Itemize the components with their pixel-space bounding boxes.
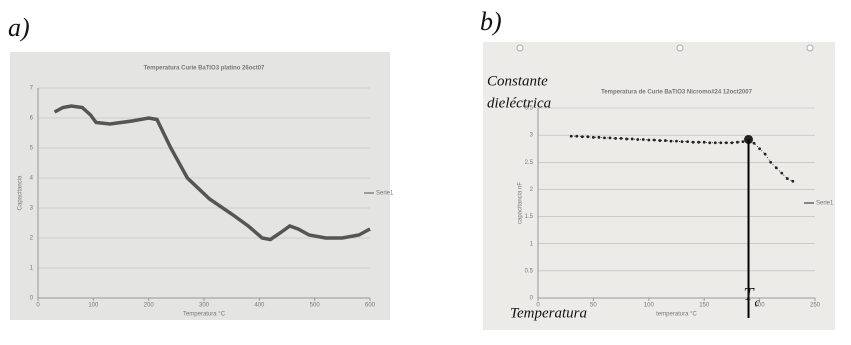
panel-label: a): [8, 13, 30, 42]
x-tick-label: 100: [88, 303, 99, 309]
point: [786, 177, 789, 180]
y-axis-label: Capacitancia: [18, 175, 24, 210]
point: [703, 141, 706, 144]
point: [598, 136, 601, 139]
point: [769, 161, 772, 164]
point: [675, 140, 678, 143]
y-axis-label: capacitancia nF: [518, 182, 524, 224]
x-tick-label: 600: [365, 303, 376, 309]
point: [653, 139, 656, 142]
punch-hole: [677, 45, 683, 51]
point: [764, 153, 767, 156]
point: [614, 137, 617, 140]
point: [714, 141, 717, 144]
x-tick-label: 150: [699, 303, 710, 309]
point: [664, 139, 667, 142]
photo-a: [10, 52, 390, 320]
point: [725, 141, 728, 144]
point: [642, 138, 645, 141]
point: [586, 135, 589, 138]
point: [780, 172, 783, 175]
point: [692, 141, 695, 144]
annotation: c: [755, 295, 761, 309]
x-axis-label: temperatura °C: [656, 312, 697, 318]
point: [670, 140, 673, 143]
y-tick-label: 0.5: [525, 268, 534, 274]
punch-hole: [517, 45, 523, 51]
x-tick-label: 300: [199, 303, 210, 309]
chart-title: Temperatura Curie BaTiO3 platino 26oct07: [144, 66, 265, 72]
figure: a) b) Temperatura Curie BaTiO3 platino 2…: [0, 0, 851, 345]
point: [658, 139, 661, 142]
x-tick-label: 500: [310, 303, 321, 309]
x-tick-label: 400: [254, 303, 265, 309]
point: [758, 147, 761, 150]
punch-hole: [807, 45, 813, 51]
x-tick-label: 200: [144, 303, 155, 309]
y-tick-label: 2.5: [525, 160, 534, 166]
point: [775, 166, 778, 169]
point: [570, 135, 573, 138]
point: [719, 141, 722, 144]
annotation: Constante: [487, 73, 548, 89]
point: [636, 138, 639, 141]
point: [592, 136, 595, 139]
point: [647, 139, 650, 142]
point: [575, 135, 578, 138]
legend-label: Serie1: [816, 201, 834, 207]
point: [681, 140, 684, 143]
point: [686, 140, 689, 143]
point: [581, 135, 584, 138]
point: [708, 141, 711, 144]
x-tick-label: 50: [590, 303, 597, 309]
x-tick-label: 100: [644, 303, 655, 309]
annotation: dieléctrica: [487, 95, 551, 111]
point: [603, 136, 606, 139]
y-tick-label: 1.5: [525, 214, 534, 220]
point: [609, 136, 612, 139]
point: [742, 140, 745, 143]
x-axis-label: Temperatura °C: [183, 312, 226, 318]
panel-label: b): [480, 7, 502, 36]
point: [625, 138, 628, 141]
point: [791, 180, 794, 183]
point: [731, 141, 734, 144]
point: [697, 141, 700, 144]
point: [620, 137, 623, 140]
annotation: Temperatura: [510, 305, 587, 321]
point: [753, 142, 756, 145]
point: [736, 141, 739, 144]
chart-title: Temperatura de Curie BaTiO3 Nicromo#24 1…: [601, 90, 753, 96]
legend-label: Serie1: [376, 191, 394, 197]
x-tick-label: 250: [810, 303, 821, 309]
point: [631, 138, 634, 141]
